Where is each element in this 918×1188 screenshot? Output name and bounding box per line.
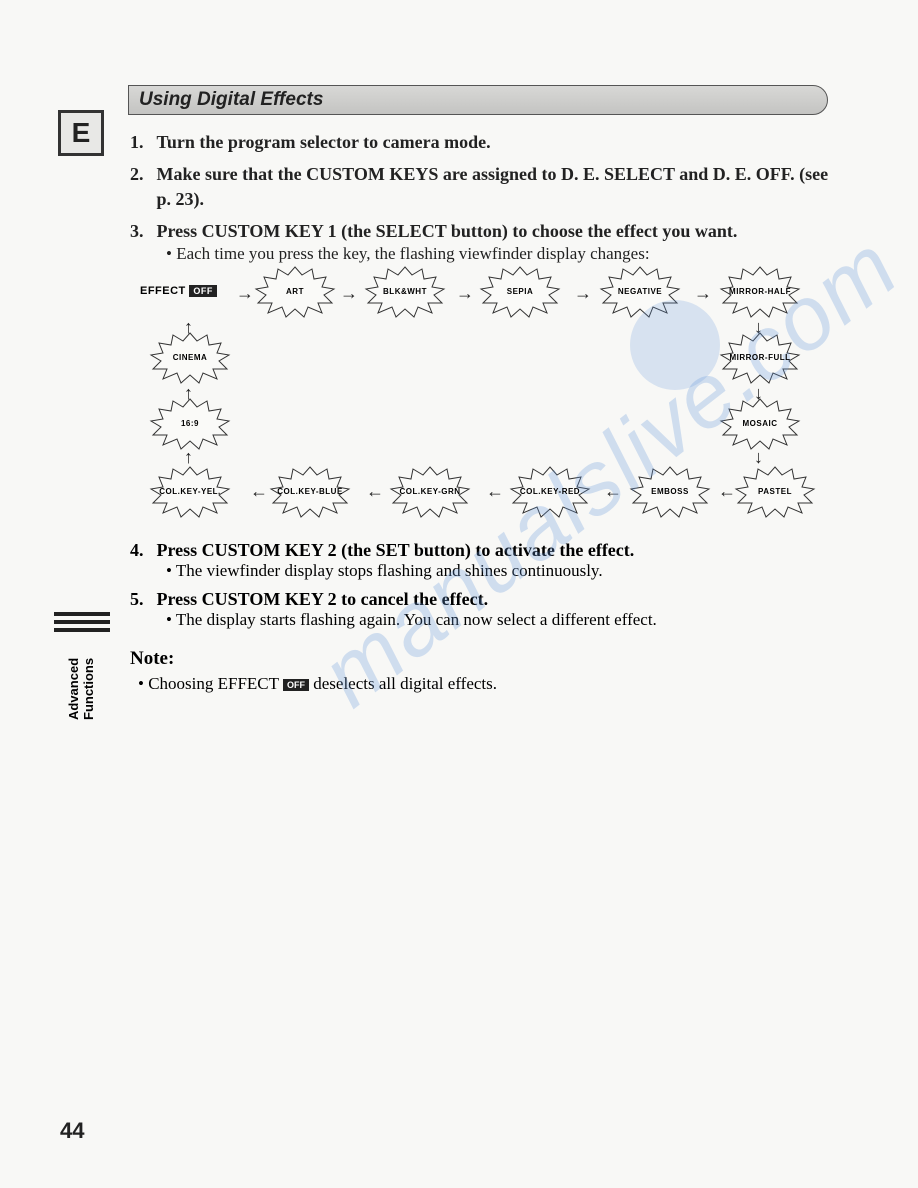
effect-node-mirror-half: MIRROR-HALF [725, 273, 795, 309]
note-pre: • Choosing EFFECT [138, 674, 283, 693]
effect-node-emboss: EMBOSS [635, 473, 705, 509]
arrow-icon: ↑ [184, 317, 193, 338]
arrow-icon: → [456, 283, 474, 304]
step-text: Press CUSTOM KEY 2 to cancel the effect. [157, 589, 837, 610]
step-num: 2. [130, 162, 152, 186]
manual-page: Using Digital Effects E 1. Turn the prog… [0, 0, 918, 1188]
arrow-icon: ← [366, 481, 384, 502]
page-number: 44 [60, 1118, 84, 1144]
arrow-icon: ← [718, 481, 736, 502]
arrow-icon: ↓ [754, 317, 763, 338]
effect-node-pastel: PASTEL [740, 473, 810, 509]
effect-node-mirror-full: MIRROR-FULL [725, 339, 795, 375]
arrow-icon: → [574, 283, 592, 304]
effect-node-col-key-grn: COL.KEY-GRN [395, 473, 465, 509]
note-post: deselects all digital effects. [313, 674, 497, 693]
effect-node-16-9: 16:9 [155, 405, 225, 441]
section-header: Using Digital Effects [128, 85, 828, 115]
effects-cycle-diagram: EFFECT OFF ART BLK&WHT SEPIA NEGATIVE MI… [140, 273, 840, 523]
step-num: 3. [130, 219, 152, 243]
effect-label: EFFECT OFF [140, 285, 217, 297]
arrow-icon: → [340, 283, 358, 304]
arrow-icon: → [236, 283, 254, 304]
arrow-icon: ← [486, 481, 504, 502]
arrow-icon: ↓ [754, 383, 763, 404]
step-num: 4. [130, 540, 152, 561]
language-letter: E [72, 117, 91, 149]
step-text: Press CUSTOM KEY 1 (the SELECT button) t… [157, 219, 837, 243]
step-sub: • The display starts flashing again. You… [166, 610, 840, 630]
step-text: Press CUSTOM KEY 2 (the SET button) to a… [157, 540, 837, 561]
sidebar-section-label: Advanced Functions [66, 658, 96, 720]
step-5: 5. Press CUSTOM KEY 2 to cancel the effe… [130, 589, 840, 630]
off-badge: OFF [283, 679, 309, 691]
note-body: • Choosing EFFECT OFF deselects all digi… [138, 674, 840, 694]
step-text: Turn the program selector to camera mode… [157, 130, 837, 154]
effect-node-art: ART [260, 273, 330, 309]
effect-text: EFFECT [140, 285, 186, 297]
off-badge: OFF [189, 285, 217, 297]
step-3: 3. Press CUSTOM KEY 1 (the SELECT button… [130, 219, 840, 266]
note-section: Note: • Choosing EFFECT OFF deselects al… [130, 648, 840, 694]
arrow-icon: ← [604, 481, 622, 502]
effect-node-negative: NEGATIVE [605, 273, 675, 309]
step-2: 2. Make sure that the CUSTOM KEYS are as… [130, 162, 840, 211]
steps-block-1: 1. Turn the program selector to camera m… [130, 130, 840, 274]
effect-node-mosaic: MOSAIC [725, 405, 795, 441]
sidebar-lines-icon [54, 612, 110, 636]
effect-node-blkwht: BLK&WHT [370, 273, 440, 309]
effect-node-col-key-blue: COL.KEY-BLUE [275, 473, 345, 509]
note-title: Note: [130, 648, 840, 670]
steps-block-2: 4. Press CUSTOM KEY 2 (the SET button) t… [130, 540, 840, 638]
step-num: 5. [130, 589, 152, 610]
arrow-icon: → [694, 283, 712, 304]
step-4: 4. Press CUSTOM KEY 2 (the SET button) t… [130, 540, 840, 581]
section-title: Using Digital Effects [139, 89, 323, 111]
arrow-icon: ↓ [754, 447, 763, 468]
arrow-icon: ← [250, 481, 268, 502]
step-1: 1. Turn the program selector to camera m… [130, 130, 840, 154]
step-num: 1. [130, 130, 152, 154]
effect-node-sepia: SEPIA [485, 273, 555, 309]
effect-node-col-key-yel: COL.KEY-YEL. [155, 473, 225, 509]
effect-node-col-key-red: COL.KEY-RED [515, 473, 585, 509]
effect-node-cinema: CINEMA [155, 339, 225, 375]
arrow-icon: ↑ [184, 447, 193, 468]
step-sub: • The viewfinder display stops flashing … [166, 561, 840, 581]
language-badge: E [58, 110, 104, 156]
arrow-icon: ↑ [184, 383, 193, 404]
step-text: Make sure that the CUSTOM KEYS are assig… [157, 162, 837, 211]
